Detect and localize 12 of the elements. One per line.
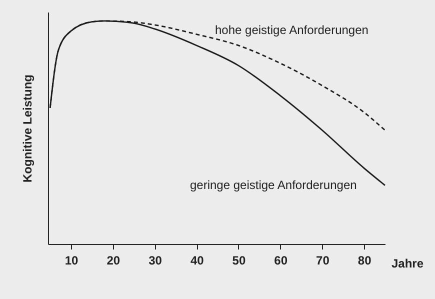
x-tick-label: 60 xyxy=(274,254,288,268)
x-tick-label: 20 xyxy=(106,254,120,268)
x-tick-label: 10 xyxy=(64,254,79,268)
x-tick-label: 50 xyxy=(232,254,246,268)
x-tick-label: 40 xyxy=(190,254,204,268)
x-tick-label: 70 xyxy=(316,254,330,268)
x-axis-title: Jahre xyxy=(392,256,424,270)
y-axis-title: Kognitive Leistung xyxy=(20,74,34,182)
x-tick-label: 80 xyxy=(358,254,372,268)
series-label: hohe geistige Anforderungen xyxy=(215,23,368,37)
x-tick-label: 30 xyxy=(148,254,162,268)
series-label: geringe geistige Anforderungen xyxy=(190,178,357,192)
